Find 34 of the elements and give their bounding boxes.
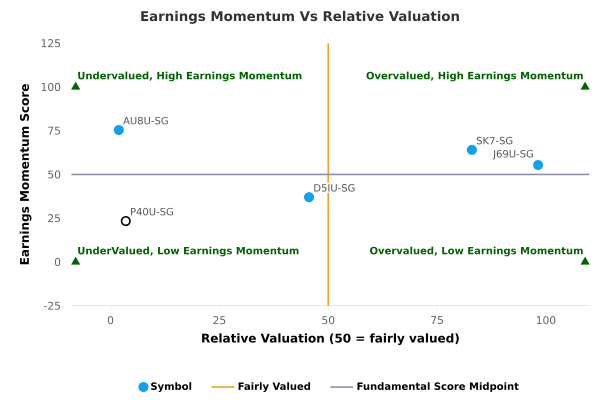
point: [304, 192, 314, 202]
annotation: Overvalued, High Earnings Momentum: [366, 72, 583, 82]
y-tick-label: -25: [44, 302, 60, 310]
y-tick-label: 125: [42, 39, 60, 48]
legend-label: Symbol: [151, 382, 192, 392]
annotation: Undervalued, High Earnings Momentum: [78, 72, 302, 82]
annotation: J69U-SG: [492, 150, 533, 160]
point: [72, 82, 80, 90]
y-tick-label: 100: [42, 82, 60, 91]
y-tick-label: 75: [48, 126, 60, 135]
x-tick-label: 100: [536, 316, 556, 324]
y-tick-label: 50: [48, 170, 60, 178]
annotation: SK7-SG: [476, 136, 512, 144]
x-tick-label: 25: [213, 316, 226, 324]
point: [114, 124, 124, 136]
legend-label: Fairly Valued: [238, 382, 310, 392]
annotation: P40U-SG: [131, 208, 173, 216]
annotation: AU8U-SG: [123, 116, 168, 124]
y-axis-title: Earnings Momentum Score: [20, 84, 32, 264]
x-tick-label: 0: [108, 316, 114, 324]
chart-title: Earnings Momentum Vs Relative Valuation: [141, 10, 459, 24]
y-tick-label: 25: [48, 214, 60, 222]
x-tick-label: 50: [322, 316, 334, 324]
point: [120, 216, 131, 226]
point: [72, 257, 80, 265]
y-tick-label: 0: [54, 258, 60, 266]
x-tick-label: 75: [431, 316, 443, 324]
annotation: Overvalued, Low Earnings Momentum: [370, 246, 583, 256]
x-axis-title: Relative Valuation (50 = fairly valued): [202, 333, 459, 346]
annotation: UnderValued, Low Earnings Momentum: [78, 246, 298, 256]
legend-label: Fundamental Score Midpoint: [358, 382, 519, 392]
point: [533, 160, 544, 170]
annotation: D5IU-SG: [314, 184, 355, 192]
point: [466, 144, 477, 156]
